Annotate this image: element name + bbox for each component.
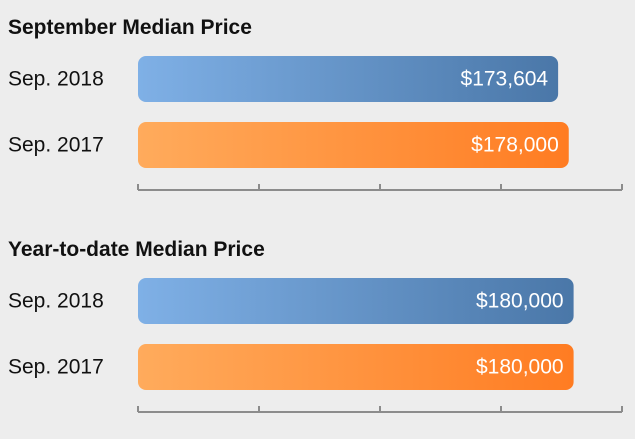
bar-sep-2017 [138, 344, 574, 390]
chart-title: September Median Price [8, 16, 252, 39]
value-label: $178,000 [471, 134, 559, 157]
category-label: Sep. 2018 [8, 68, 104, 91]
bar-sep-2018 [138, 278, 574, 324]
september-chart-svg: Sep. 2018 $173,604 Sep. 2017 $178,000 [8, 56, 623, 191]
ytd-chart-svg: Sep. 2018 $180,000 Sep. 2017 $180,000 [8, 278, 623, 413]
category-label: Sep. 2017 [8, 356, 104, 379]
value-label: $180,000 [476, 290, 564, 313]
value-label: $173,604 [461, 68, 549, 91]
year-to-date-median-price-chart: Year-to-date Median Price Sep. 2018 $180,… [0, 222, 635, 432]
value-label: $180,000 [476, 356, 564, 379]
chart-title: Year-to-date Median Price [8, 238, 265, 261]
september-median-price-chart: September Median Price Sep. 2018 $173,604… [0, 0, 635, 210]
category-label: Sep. 2017 [8, 134, 104, 157]
bar-sep-2018 [138, 56, 559, 102]
category-label: Sep. 2018 [8, 290, 104, 313]
bar-sep-2017 [138, 122, 569, 168]
